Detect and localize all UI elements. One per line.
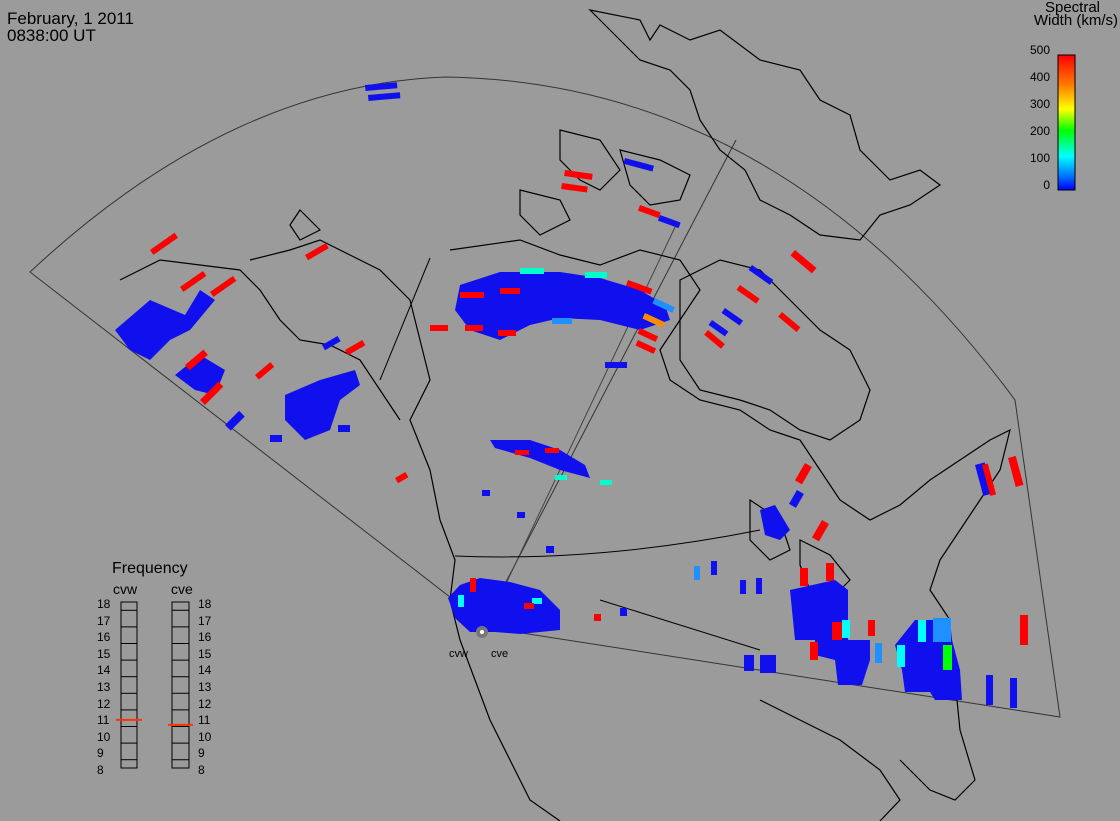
beam-line: [481, 139, 737, 629]
frequency-tick-right: 8: [198, 763, 205, 777]
frequency-tick-left: 15: [97, 646, 111, 661]
time-label: 0838:00 UT: [7, 26, 96, 45]
color-bar: [1057, 54, 1076, 191]
frequency-tick-left: 13: [97, 680, 111, 694]
color-scale-tick: 200: [1029, 124, 1050, 138]
frequency-tick-left: 14: [97, 663, 111, 678]
radar-label-west: cvw: [449, 648, 468, 660]
frequency-tick-right: 13: [198, 680, 212, 694]
frequency-tick-right: 17: [198, 613, 212, 628]
frequency-tick-left: 9: [97, 746, 104, 761]
frequency-bar-cvw: [120, 601, 138, 769]
color-scale-tick: 500: [1029, 43, 1050, 57]
frequency-bars: [116, 601, 193, 769]
frequency-tick-right: 11: [198, 713, 211, 728]
color-scale-tick: 400: [1029, 70, 1050, 84]
frequency-tick-left: 17: [97, 613, 111, 628]
date-label: February, 1 2011: [7, 9, 134, 28]
frequency-bar-cve: [171, 601, 190, 769]
color-scale-title-line2: Width (km/s): [1033, 12, 1118, 29]
color-scale-tick: 100: [1029, 151, 1050, 165]
frequency-tick-left: 8: [97, 763, 104, 777]
color-scale-tick: 300: [1029, 97, 1050, 111]
frequency-title: Frequency: [112, 560, 188, 577]
frequency-tick-right: 12: [198, 696, 212, 711]
frequency-tick-right: 9: [198, 746, 205, 761]
radar-echoes: [115, 82, 1028, 708]
coastlines: [119, 9, 1011, 821]
frequency-tick-right: 16: [198, 630, 212, 645]
frequency-tick-left: 16: [97, 630, 111, 645]
frequency-column-cve: cve: [171, 581, 193, 597]
radar-label-east: cve: [491, 648, 509, 660]
frequency-tick-left: 11: [97, 713, 110, 728]
color-bar-gradient: [1057, 54, 1076, 191]
frequency-tick-left: 12: [97, 696, 111, 711]
frequency-tick-right: 18: [198, 597, 212, 611]
frequency-tick-right: 15: [198, 646, 212, 661]
color-scale-tick: 0: [1043, 178, 1050, 192]
frequency-tick-right: 10: [198, 729, 212, 744]
frequency-tick-left: 18: [97, 597, 111, 611]
frequency-tick-right: 14: [198, 663, 212, 678]
frequency-tick-left: 10: [97, 729, 111, 744]
frequency-column-cvw: cvw: [113, 581, 138, 597]
fov-boundary: [29, 76, 1061, 718]
color-scale-title-line1: Spectral: [1044, 0, 1100, 16]
